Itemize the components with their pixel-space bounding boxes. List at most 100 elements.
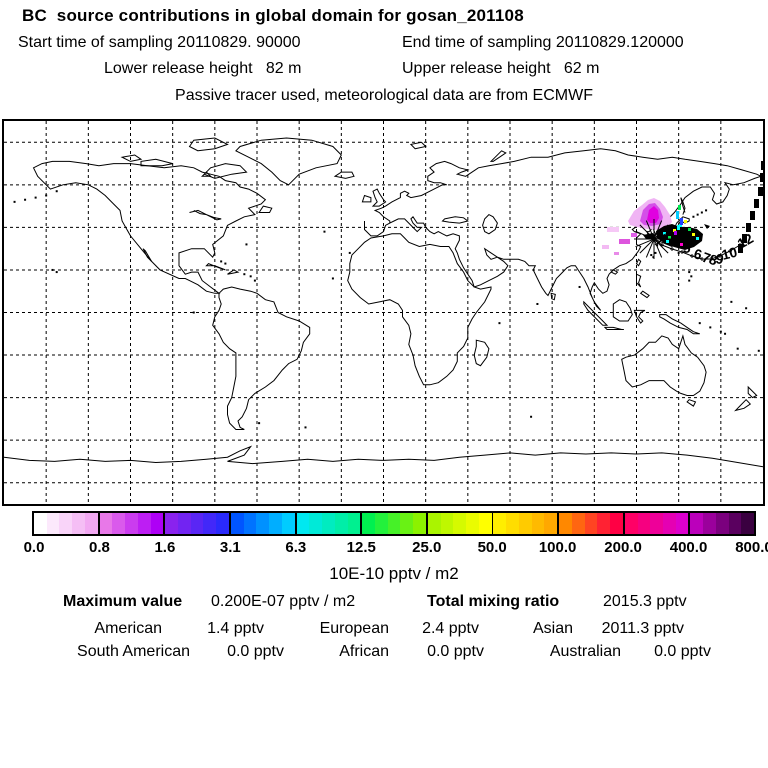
colorbar-tick-label: 0.0 bbox=[23, 539, 45, 556]
region-european-value: 2.4 pptv bbox=[422, 620, 479, 637]
trajectory-hour-label: 12 bbox=[735, 230, 757, 252]
trajectory-hour-label: 10 bbox=[720, 244, 739, 263]
colorbar-cell bbox=[150, 513, 164, 534]
colorbar-cell bbox=[387, 513, 401, 534]
colorbar-tick-label: 100.0 bbox=[538, 539, 577, 556]
region-asian-label: Asian bbox=[532, 620, 573, 637]
colorbar-cell bbox=[559, 513, 572, 534]
colorbar-tick-label: 800.0 bbox=[735, 539, 768, 556]
colorbar-cell bbox=[728, 513, 742, 534]
colorbar-cell bbox=[137, 513, 151, 534]
colorbar-segment bbox=[427, 513, 494, 534]
colorbar-cell bbox=[400, 513, 414, 534]
colorbar bbox=[32, 511, 756, 536]
colorbar-cell bbox=[309, 513, 323, 534]
region-african-value: 0.0 pptv bbox=[427, 643, 484, 660]
colorbar-cell bbox=[203, 513, 217, 534]
colorbar-tick-label: 400.0 bbox=[669, 539, 708, 556]
colorbar-cell bbox=[741, 513, 755, 534]
colorbar-cell bbox=[334, 513, 348, 534]
colorbar-cell bbox=[72, 513, 85, 534]
colorbar-cell bbox=[610, 513, 623, 534]
colorbar-cell bbox=[690, 513, 704, 534]
tracer-note-text: Passive tracer used, meteorological data… bbox=[175, 87, 593, 104]
colorbar-segment bbox=[493, 513, 560, 534]
colorbar-units-label: 10E-10 pptv / m2 bbox=[329, 564, 459, 583]
colorbar-cell bbox=[322, 513, 335, 534]
trajectory-hour-label: 5 bbox=[682, 239, 691, 256]
colorbar-tick-label: 50.0 bbox=[477, 539, 507, 556]
colorbar-cell bbox=[427, 513, 441, 534]
max-value: 0.200E-07 pptv / m2 bbox=[211, 593, 356, 610]
colorbar-cell bbox=[518, 513, 532, 534]
colorbar-cell bbox=[624, 513, 638, 534]
end-time-text: End time of sampling 20110829.120000 bbox=[402, 34, 684, 51]
colorbar-cell bbox=[347, 513, 361, 534]
graticule bbox=[4, 121, 763, 504]
lower-release-text: Lower release height 82 m bbox=[104, 60, 302, 77]
colorbar-segment bbox=[362, 513, 428, 534]
colorbar-cell bbox=[703, 513, 716, 534]
trajectory-hour-label: 9 bbox=[714, 250, 725, 267]
colorbar-cell bbox=[478, 513, 492, 534]
colorbar-cell bbox=[440, 513, 454, 534]
world-map-frame: 5 6 7 8 9 10 12 bbox=[2, 119, 766, 506]
colorbar-cell bbox=[178, 513, 191, 534]
colorbar-segment bbox=[34, 513, 100, 534]
colorbar-segment bbox=[690, 513, 755, 534]
max-value-label: Maximum value bbox=[63, 593, 183, 610]
colorbar-cell bbox=[662, 513, 676, 534]
colorbar-tick-label: 200.0 bbox=[604, 539, 642, 556]
colorbar-cell bbox=[46, 513, 60, 534]
colorbar-cell bbox=[125, 513, 138, 534]
colorbar-tick-label: 12.5 bbox=[346, 539, 376, 556]
colorbar-cell bbox=[544, 513, 558, 534]
colorbar-tick-label: 1.6 bbox=[154, 539, 176, 556]
colorbar-cell bbox=[493, 513, 507, 534]
region-australian-label: Australian bbox=[549, 643, 621, 660]
colorbar-cell bbox=[362, 513, 375, 534]
region-south-american-label: South American bbox=[77, 643, 190, 660]
colorbar-cell bbox=[506, 513, 519, 534]
colorbar-cell bbox=[165, 513, 179, 534]
colorbar-cell bbox=[453, 513, 467, 534]
colorbar-cell bbox=[296, 513, 310, 534]
colorbar-cell bbox=[715, 513, 729, 534]
colorbar-cell bbox=[374, 513, 388, 534]
colorbar-cell bbox=[112, 513, 126, 534]
colorbar-segment bbox=[559, 513, 625, 534]
page-title: BC source contributions in global domain… bbox=[22, 6, 524, 25]
colorbar-segment bbox=[165, 513, 231, 534]
colorbar-segment bbox=[624, 513, 691, 534]
colorbar-cell bbox=[59, 513, 73, 534]
colorbar-cell bbox=[256, 513, 270, 534]
colorbar-cell bbox=[413, 513, 426, 534]
colorbar-cell bbox=[34, 513, 47, 534]
coastlines bbox=[3, 137, 766, 468]
start-time-text: Start time of sampling 20110829. 90000 bbox=[18, 34, 301, 51]
upper-release-text: Upper release height 62 m bbox=[402, 60, 600, 77]
colorbar-cell bbox=[531, 513, 545, 534]
region-american-value: 1.4 pptv bbox=[207, 620, 264, 637]
total-mixing-ratio-value: 2015.3 pptv bbox=[603, 593, 687, 610]
colorbar-segment bbox=[296, 513, 363, 534]
region-european-label: European bbox=[319, 620, 389, 637]
colorbar-cell bbox=[99, 513, 113, 534]
total-mixing-ratio-label: Total mixing ratio bbox=[427, 593, 560, 610]
colorbar-tick-label: 25.0 bbox=[412, 539, 442, 556]
colorbar-segment bbox=[230, 513, 297, 534]
region-american-label: American bbox=[94, 620, 162, 637]
colorbar-cell bbox=[281, 513, 295, 534]
colorbar-cell bbox=[597, 513, 611, 534]
colorbar-tick-label: 3.1 bbox=[219, 539, 241, 556]
colorbar-cell bbox=[571, 513, 585, 534]
colorbar-cell bbox=[216, 513, 229, 534]
colorbar-tick-label: 6.3 bbox=[285, 539, 307, 556]
colorbar-cell bbox=[650, 513, 663, 534]
region-south-american-value: 0.0 pptv bbox=[227, 643, 284, 660]
trajectory-hour-label: 6 bbox=[692, 245, 704, 262]
colorbar-cell bbox=[84, 513, 98, 534]
